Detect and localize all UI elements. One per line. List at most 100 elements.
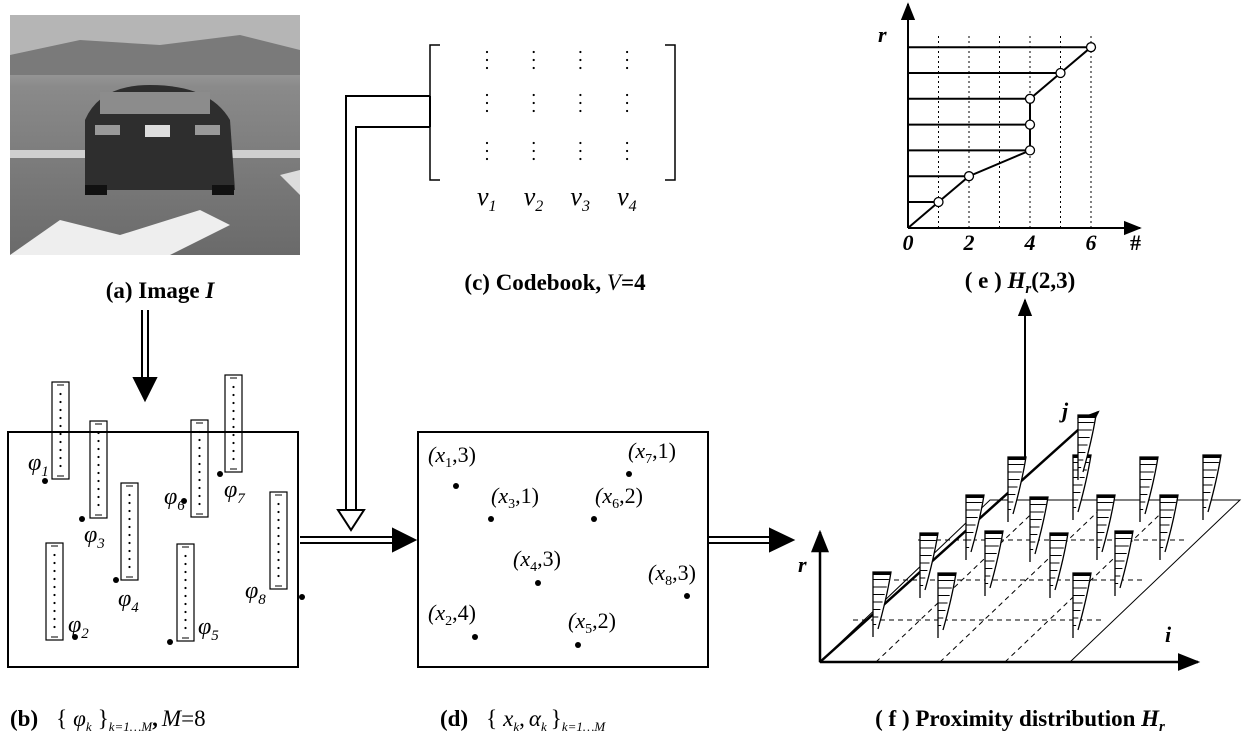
dot (626, 109, 629, 113)
symbol: φ (118, 586, 131, 612)
caption-e: ( e ) Hr(2,3) (965, 268, 1076, 297)
dot (232, 417, 235, 421)
mini-histogram (872, 571, 892, 637)
descriptor-label: φ8 (245, 578, 266, 608)
descriptor-point (42, 478, 48, 484)
dot (232, 441, 235, 445)
mini-histogram (1049, 532, 1069, 598)
dot (579, 101, 582, 105)
dot (579, 141, 582, 145)
descriptor-patch (176, 543, 195, 642)
dot (485, 157, 489, 161)
axis-label-i: i (1165, 622, 1172, 647)
dot (97, 439, 100, 443)
codeword-label: v4 (617, 182, 637, 215)
dot (97, 463, 100, 467)
descriptor-point (79, 516, 85, 522)
index: 3 (581, 198, 590, 215)
mini-histogram (1139, 456, 1159, 522)
descriptor-patch (269, 491, 288, 590)
mini-histogram (1096, 494, 1116, 560)
point-label: (x6,2) (595, 483, 643, 512)
index: 7 (645, 452, 652, 467)
index: 3 (96, 536, 105, 552)
codeword-label: v2 (524, 182, 544, 215)
dot (53, 617, 56, 621)
dot (198, 494, 201, 498)
dot (485, 109, 489, 113)
mini-histogram (1029, 496, 1049, 562)
descriptor-point (181, 498, 187, 504)
x-axis-label: # (1130, 230, 1141, 255)
symbol: φ (68, 612, 81, 638)
dot (59, 456, 62, 460)
dot (277, 518, 280, 522)
descriptor-label: φ2 (68, 612, 89, 642)
index: 1 (41, 464, 49, 480)
level-point (1055, 67, 1066, 79)
dot (184, 578, 187, 582)
dot (53, 577, 56, 581)
dot (198, 462, 201, 466)
dot (579, 93, 582, 97)
dot (532, 141, 535, 145)
dot (53, 569, 56, 573)
symbol: φ (84, 522, 97, 548)
dot (97, 447, 100, 451)
descriptor-point (167, 639, 173, 645)
dot (184, 610, 187, 614)
grid-dash (939, 499, 1111, 663)
dot (128, 557, 131, 561)
descriptor-label: φ5 (198, 614, 219, 644)
point (626, 471, 632, 477)
arrows (7, 44, 1033, 668)
dot (532, 157, 535, 161)
symbol: v (477, 182, 489, 211)
index: 8 (258, 592, 266, 608)
dot (532, 93, 535, 97)
dot (232, 457, 235, 461)
dot (59, 392, 62, 396)
mini-histogram (1114, 530, 1134, 596)
image (10, 15, 300, 255)
symbol: φ (245, 578, 258, 604)
descriptor-label: φ7 (224, 477, 246, 507)
level-point (933, 196, 944, 208)
dot (232, 409, 235, 413)
dot (198, 470, 201, 474)
dot (59, 440, 62, 444)
dot (198, 430, 201, 434)
dot (97, 487, 100, 491)
dot (128, 517, 131, 521)
codeword-label: v1 (477, 182, 497, 215)
point-label: (x7,1) (628, 438, 676, 467)
point-label: (x2,4) (428, 600, 476, 629)
symbol: v (570, 182, 582, 211)
descriptor-point (113, 577, 119, 583)
index: 2 (445, 614, 452, 629)
point (472, 634, 478, 640)
caption-b: (b){φk}k=1…M, M=8 (10, 706, 206, 734)
open: (x (428, 600, 445, 625)
dot (97, 471, 100, 475)
mini-histogram (919, 532, 939, 598)
dot (579, 157, 582, 161)
dot (198, 486, 201, 490)
dot (532, 109, 535, 113)
symbol: v (617, 182, 629, 211)
dot (626, 93, 629, 97)
point-label: (x1,3) (428, 442, 476, 471)
dot (626, 66, 629, 70)
dot (532, 101, 535, 105)
descriptor-patch (45, 542, 64, 641)
dot (198, 502, 201, 506)
dot (184, 594, 187, 598)
dot (277, 502, 280, 506)
open: (x (595, 483, 612, 508)
descriptor-label: φ6 (164, 484, 185, 514)
cumulative-line (907, 46, 1092, 229)
point (591, 516, 597, 522)
dot (626, 50, 629, 54)
mini-histogram (984, 530, 1004, 596)
mini-histogram (1007, 456, 1027, 522)
